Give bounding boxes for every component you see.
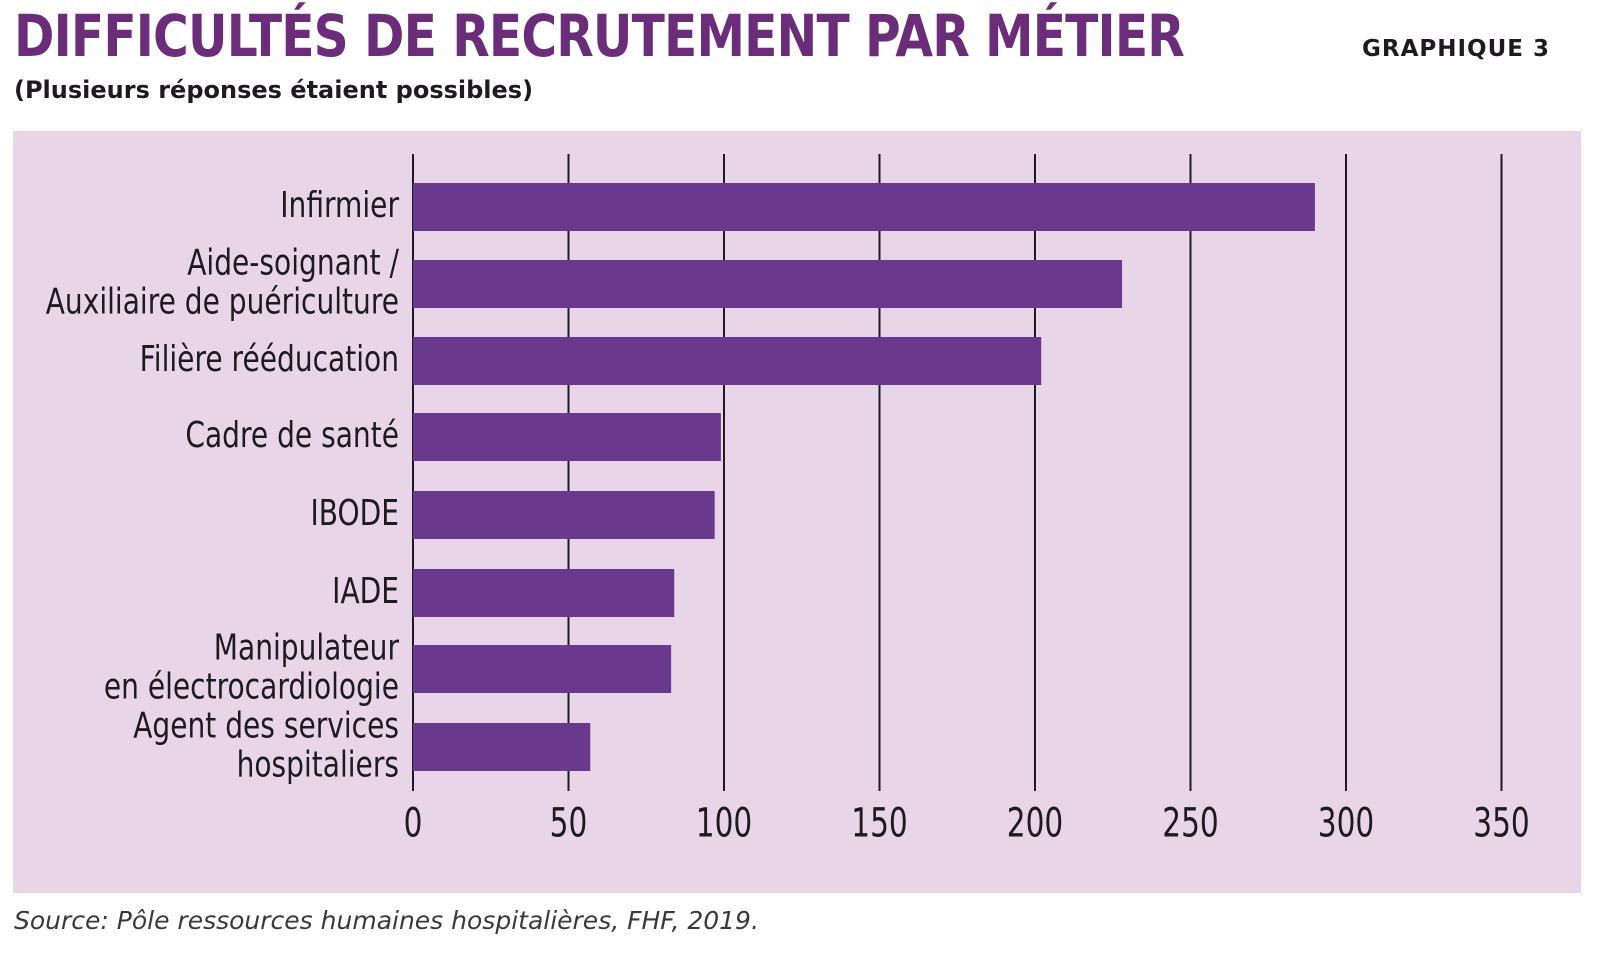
source-note: Source: Pôle ressources humaines hospita… xyxy=(14,906,759,935)
title-row: DIFFICULTÉS DE RECRUTEMENT PAR MÉTIER xyxy=(14,2,1407,70)
category-label: Auxiliaire de puériculture xyxy=(46,280,399,322)
bar xyxy=(413,723,591,771)
category-label: Filière rééducation xyxy=(140,338,399,380)
category-label: IADE xyxy=(332,570,399,612)
category-label: Manipulateur xyxy=(214,626,400,668)
x-tick-label: 100 xyxy=(696,800,752,847)
bar xyxy=(413,413,721,461)
category-label: Agent des services xyxy=(133,704,399,746)
chart-panel xyxy=(13,131,1581,893)
bar xyxy=(413,337,1042,385)
category-label: IBODE xyxy=(311,492,399,534)
bar-chart: Infirmier Aide-soignant /Auxiliaire de pu… xyxy=(46,154,1530,847)
category-label: Aide-soignant / xyxy=(187,241,399,283)
bar xyxy=(413,645,672,693)
category-label: en électrocardiologie xyxy=(104,665,399,707)
x-tick-label: 150 xyxy=(851,800,907,847)
chart-title: DIFFICULTÉS DE RECRUTEMENT PAR MÉTIER xyxy=(14,2,1185,70)
x-tick-label: 350 xyxy=(1473,800,1529,847)
category-label: Infirmier xyxy=(280,184,399,226)
bar xyxy=(413,260,1123,308)
x-tick-label: 50 xyxy=(550,800,588,847)
x-tick-label: 0 xyxy=(404,800,423,847)
bar xyxy=(413,569,675,617)
chart-subtitle: (Plusieurs réponses étaient possibles) xyxy=(14,76,534,104)
figure-number: GRAPHIQUE 3 xyxy=(1362,36,1551,62)
x-tick-label: 250 xyxy=(1162,800,1218,847)
x-tick-label: 200 xyxy=(1007,800,1063,847)
x-tick-label: 300 xyxy=(1318,800,1374,847)
category-label: hospitaliers xyxy=(237,743,399,785)
category-label: Cadre de santé xyxy=(185,414,399,456)
bar xyxy=(413,491,715,539)
bar xyxy=(413,183,1315,231)
